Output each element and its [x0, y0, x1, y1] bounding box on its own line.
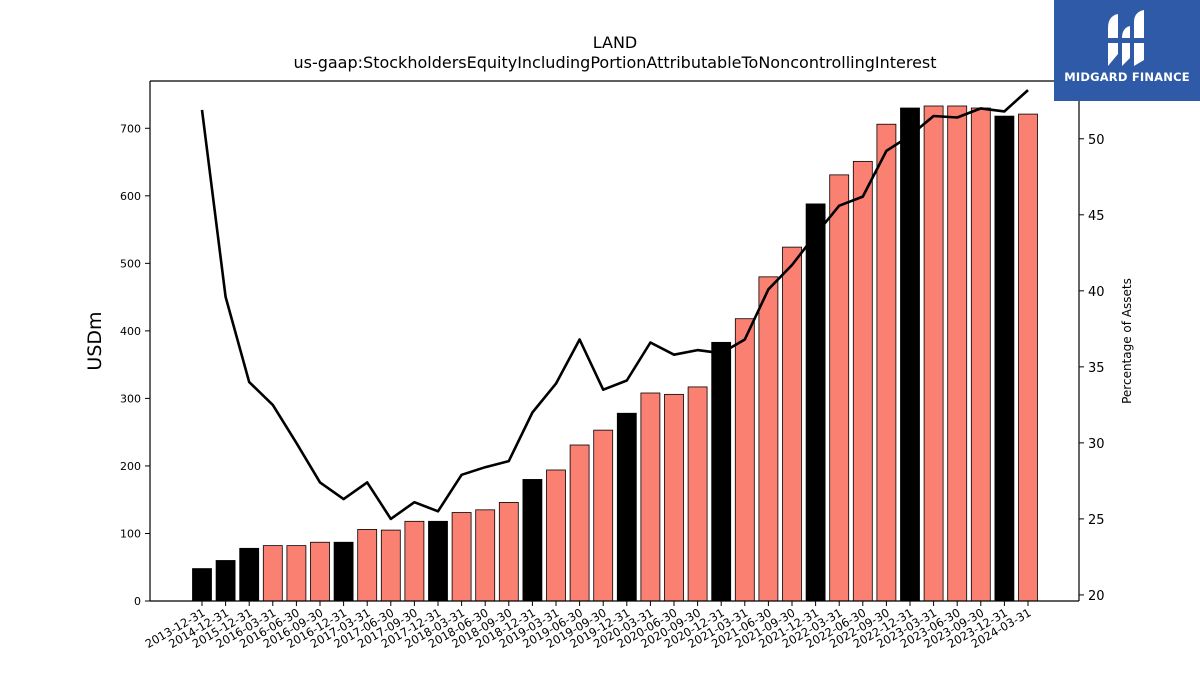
bar-2016-09-30 [310, 541, 330, 602]
bar-2015-12-31 [239, 547, 260, 602]
bar-2021-09-30 [782, 246, 802, 602]
bar-2016-06-30 [286, 545, 307, 602]
bar-2023-06-30 [947, 105, 968, 602]
bar-2020-12-31 [711, 341, 732, 602]
bar-2023-09-30 [970, 107, 991, 602]
bar-2021-03-31 [734, 318, 755, 602]
y-tick-label: 600 [120, 190, 141, 203]
chart-title: LAND [593, 33, 638, 52]
bar-2020-03-31 [640, 392, 661, 602]
bar-2019-03-31 [546, 469, 566, 602]
axes [149, 80, 1080, 602]
y2-tick-label: 25 [1088, 513, 1105, 528]
bar-2018-06-30 [475, 509, 496, 602]
bar-2024-03-31 [1018, 113, 1038, 602]
bar-2021-12-31 [805, 203, 826, 602]
y2-tick-label: 35 [1088, 361, 1105, 376]
y2-axis-label: Percentage of Assets [1120, 278, 1134, 404]
y-tick-label: 400 [120, 325, 141, 338]
y-tick-label: 100 [120, 527, 141, 540]
y2-tick-label: 30 [1088, 437, 1105, 452]
y-axis-label: USDm [84, 311, 106, 370]
bar-2021-06-30 [758, 276, 779, 602]
bar-2018-12-31 [522, 479, 543, 602]
bar-2022-03-31 [829, 174, 850, 602]
y-tick-label: 500 [120, 257, 141, 270]
bar-2018-03-31 [451, 512, 472, 602]
y-tick-label: 700 [120, 122, 141, 135]
bar-2022-09-30 [876, 123, 897, 602]
bar-2014-12-31 [215, 560, 236, 602]
y-tick-label: 300 [120, 392, 141, 405]
bar-2019-06-30 [569, 444, 590, 602]
bar-2017-03-31 [357, 529, 378, 602]
bar-2017-09-30 [404, 520, 425, 602]
percentage-line [200, 89, 1029, 521]
line-series [200, 89, 1029, 521]
y-tick-label: 200 [120, 460, 141, 473]
bar-2017-12-31 [428, 520, 448, 602]
bar-2016-03-31 [262, 545, 283, 602]
y-axis-right-ticks: 20 25 30 35 40 45 50 [1079, 133, 1105, 604]
bar-series [192, 105, 1038, 602]
bar-2022-12-31 [900, 107, 920, 602]
logo: MIDGARD FINANCE [1054, 0, 1200, 101]
bar-2019-09-30 [593, 429, 614, 602]
bar-2013-12-31 [192, 568, 212, 602]
chart-subtitle: us-gaap:StockholdersEquityIncludingPorti… [293, 53, 936, 72]
bar-2019-12-31 [616, 412, 637, 602]
y2-tick-label: 20 [1088, 589, 1105, 604]
bar-2022-06-30 [852, 160, 873, 602]
logo-text: MIDGARD FINANCE [1064, 70, 1190, 84]
bar-2020-09-30 [687, 386, 708, 602]
bar-2023-12-31 [994, 115, 1015, 602]
bar-2018-09-30 [498, 502, 519, 602]
y-axis-left-ticks: 0 100 200 300 400 500 600 700 [120, 122, 150, 608]
y-tick-label: 0 [134, 595, 141, 608]
bar-2020-06-30 [664, 393, 684, 602]
x-axis-ticks: 2013-12-312014-12-312015-12-312016-03-31… [143, 601, 1034, 651]
bar-2017-06-30 [380, 529, 401, 602]
y2-tick-label: 45 [1088, 209, 1105, 224]
y2-tick-label: 40 [1088, 285, 1105, 300]
y2-tick-label: 50 [1088, 133, 1105, 148]
bar-2023-03-31 [923, 105, 944, 602]
bar-2016-12-31 [333, 541, 354, 602]
midgard-logo-icon [1106, 10, 1146, 66]
